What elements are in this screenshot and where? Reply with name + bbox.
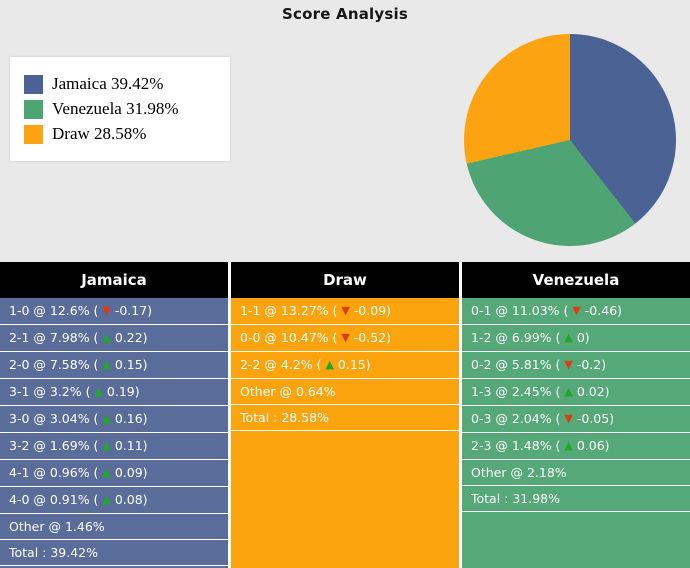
legend-label-venezuela: Venezuela 31.98% [52,99,179,118]
score-row: 1-1 @ 13.27% ( ▼ -0.09) [231,298,459,325]
score-row: 1-3 @ 2.45% ( ▲ 0.02) [462,379,690,406]
up-arrow-icon: ▲ [564,385,573,398]
up-arrow-icon: ▲ [564,439,573,452]
legend-label-jamaica: Jamaica 39.42% [52,74,164,93]
score-row: 0-1 @ 11.03% ( ▼ -0.46) [462,298,690,325]
column-rows: 0-1 @ 11.03% ( ▼ -0.46) 1-2 @ 6.99% ( ▲ 0… [462,298,690,568]
down-arrow-icon: ▼ [564,412,573,425]
score-column: Jamaica 1-0 @ 12.6% ( ▼ -0.17) 2-1 @ 7.98… [0,262,228,568]
down-arrow-icon: ▼ [102,304,111,317]
legend-swatch-jamaica [24,74,43,94]
up-arrow-icon: ▲ [102,358,111,371]
score-row: 2-1 @ 7.98% ( ▲ 0.22) [0,325,228,352]
score-row: 1-0 @ 12.6% ( ▼ -0.17) [0,298,228,325]
column-header: Jamaica [0,262,228,298]
legend-item-jamaica: Jamaica 39.42% [24,74,214,94]
column-header: Draw [231,262,459,298]
up-arrow-icon: ▲ [102,439,111,452]
up-arrow-icon: ▲ [325,358,334,371]
score-row: Other @ 1.46% [0,514,228,540]
score-row: 3-0 @ 3.04% ( ▲ 0.16) [0,406,228,433]
down-arrow-icon: ▼ [564,358,573,371]
score-tables: Jamaica 1-0 @ 12.6% ( ▼ -0.17) 2-1 @ 7.98… [0,262,690,568]
legend-swatch-venezuela [24,99,43,119]
up-arrow-icon: ▲ [564,331,573,344]
score-column: Draw 1-1 @ 13.27% ( ▼ -0.09) 0-0 @ 10.47%… [231,262,459,568]
legend-item-draw: Draw 28.58% [24,124,214,144]
score-row: 3-1 @ 3.2% ( ▲ 0.19) [0,379,228,406]
pie-chart [464,34,676,246]
up-arrow-icon: ▲ [102,331,111,344]
score-row: 2-3 @ 1.48% ( ▲ 0.06) [462,433,690,460]
up-arrow-icon: ▲ [102,493,111,506]
up-arrow-icon: ▲ [102,412,111,425]
score-row: 1-2 @ 6.99% ( ▲ 0) [462,325,690,352]
score-row: 0-0 @ 10.47% ( ▼ -0.52) [231,325,459,352]
score-row: Other @ 0.64% [231,379,459,405]
score-row: 0-2 @ 5.81% ( ▼ -0.2) [462,352,690,379]
score-row: Total : 39.42% [0,540,228,566]
score-row: 2-2 @ 4.2% ( ▲ 0.15) [231,352,459,379]
column-rows: 1-0 @ 12.6% ( ▼ -0.17) 2-1 @ 7.98% ( ▲ 0.… [0,298,228,568]
column-rows: 1-1 @ 13.27% ( ▼ -0.09) 0-0 @ 10.47% ( ▼ … [231,298,459,568]
score-row: 4-0 @ 0.91% ( ▲ 0.08) [0,487,228,514]
chart-legend: Jamaica 39.42% Venezuela 31.98% Draw 28.… [10,57,230,161]
up-arrow-icon: ▲ [94,385,103,398]
score-row: 2-0 @ 7.58% ( ▲ 0.15) [0,352,228,379]
page-title: Score Analysis [282,5,408,23]
score-row: Total : 28.58% [231,405,459,431]
score-row: 4-1 @ 0.96% ( ▲ 0.09) [0,460,228,487]
score-row: Other @ 2.18% [462,460,690,486]
score-row: Total : 31.98% [462,486,690,512]
legend-label-draw: Draw 28.58% [52,124,147,143]
down-arrow-icon: ▼ [341,331,350,344]
score-column: Venezuela 0-1 @ 11.03% ( ▼ -0.46) 1-2 @ 6… [462,262,690,568]
legend-item-venezuela: Venezuela 31.98% [24,99,214,119]
column-header: Venezuela [462,262,690,298]
score-row: 3-2 @ 1.69% ( ▲ 0.11) [0,433,228,460]
score-row: 0-3 @ 2.04% ( ▼ -0.05) [462,406,690,433]
down-arrow-icon: ▼ [572,304,581,317]
chart-section: Score Analysis Jamaica 39.42% Venezuela … [0,0,690,262]
up-arrow-icon: ▲ [102,466,111,479]
down-arrow-icon: ▼ [341,304,350,317]
legend-swatch-draw [24,124,43,144]
